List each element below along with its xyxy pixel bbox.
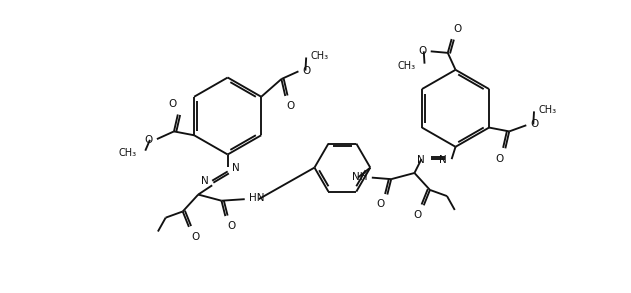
Text: O: O <box>453 24 461 34</box>
Text: NH: NH <box>351 172 367 182</box>
Text: O: O <box>413 210 422 220</box>
Text: N: N <box>201 176 208 186</box>
Text: CH₃: CH₃ <box>398 61 416 71</box>
Text: O: O <box>495 154 504 164</box>
Text: HN: HN <box>249 193 265 203</box>
Text: O: O <box>287 101 295 111</box>
Text: O: O <box>418 46 427 56</box>
Text: N: N <box>416 155 425 165</box>
Text: CH₃: CH₃ <box>311 51 329 61</box>
Text: O: O <box>228 221 236 231</box>
Text: CH₃: CH₃ <box>539 105 557 115</box>
Text: N: N <box>439 155 447 165</box>
Text: O: O <box>302 66 310 76</box>
Text: O: O <box>191 231 199 241</box>
Text: O: O <box>169 99 177 109</box>
Text: O: O <box>377 199 385 209</box>
Text: CH₃: CH₃ <box>119 148 137 158</box>
Text: N: N <box>232 163 239 173</box>
Text: O: O <box>144 135 153 145</box>
Text: O: O <box>530 120 538 130</box>
